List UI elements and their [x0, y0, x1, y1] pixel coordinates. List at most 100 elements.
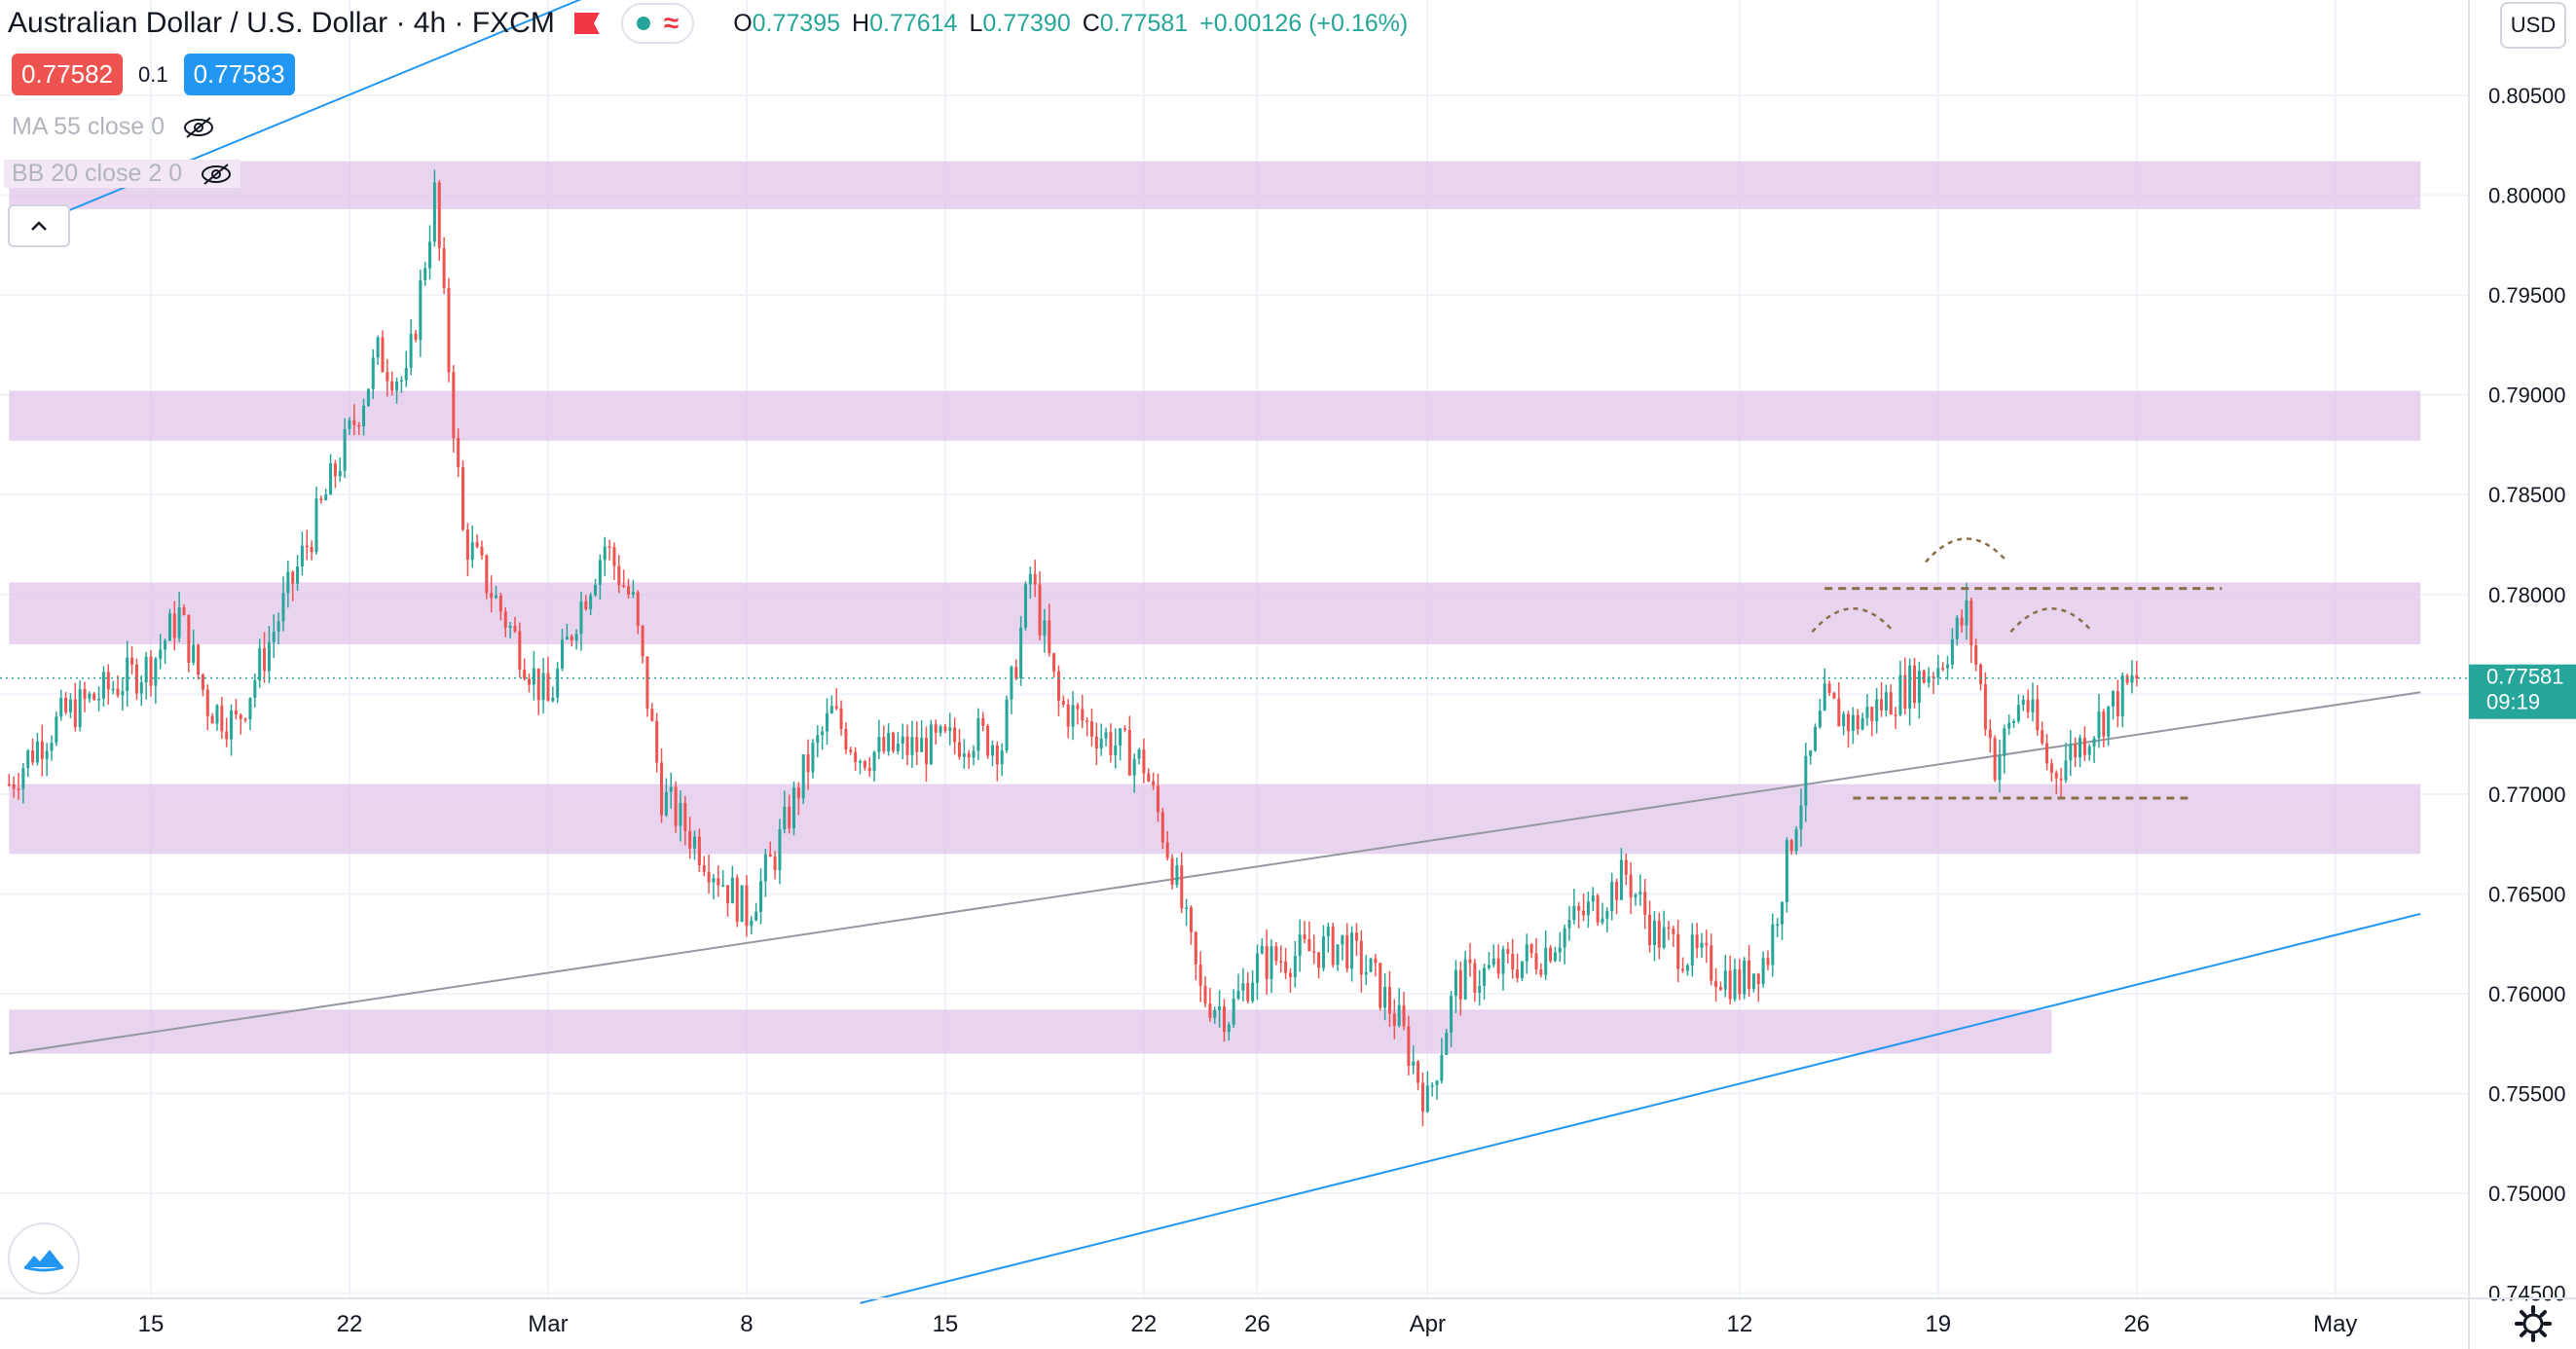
candle	[2107, 706, 2111, 747]
buy-button[interactable]: 0.77583	[183, 54, 295, 95]
candle	[1010, 665, 1013, 714]
currency-button[interactable]: USD	[2500, 2, 2566, 49]
candle	[660, 748, 664, 823]
candle-body	[2045, 743, 2049, 764]
tradingview-logo-icon[interactable]	[8, 1222, 80, 1294]
candle	[1052, 652, 1056, 678]
candle-body	[1619, 859, 1623, 900]
candle-body	[329, 463, 333, 495]
flag-icon[interactable]	[573, 13, 600, 34]
candle-body	[1445, 1032, 1449, 1055]
candle	[197, 643, 201, 680]
candle-body	[1213, 1009, 1217, 1018]
candle-body	[197, 644, 201, 675]
candle	[111, 680, 115, 695]
candle	[300, 531, 304, 576]
candle	[603, 536, 607, 576]
supply-demand-zones	[9, 161, 2421, 1054]
zone-rect	[9, 784, 2421, 855]
time-axis[interactable]: 15 22 Mar 8 15 22 26 Apr 12 19 26 May	[0, 1297, 2576, 1337]
candle	[1667, 921, 1671, 941]
candle	[934, 719, 938, 746]
zone-rect	[9, 390, 2421, 441]
candle-body	[338, 470, 342, 477]
candle-body	[7, 784, 11, 786]
candle-body	[589, 595, 593, 609]
candle	[1298, 919, 1302, 972]
candle-body	[1203, 985, 1207, 1004]
candle-body	[154, 658, 158, 686]
candle	[1076, 702, 1080, 725]
candle	[901, 723, 904, 760]
candle	[239, 712, 242, 735]
candle	[1544, 930, 1548, 980]
candle	[409, 318, 413, 376]
candle	[1511, 938, 1515, 979]
candle	[1000, 743, 1004, 777]
candle	[579, 592, 583, 651]
eye-off-icon[interactable]	[182, 116, 215, 139]
candle-body	[565, 636, 569, 640]
candle	[1147, 768, 1151, 783]
eye-off-icon[interactable]	[200, 163, 233, 186]
candle-body	[645, 656, 649, 710]
candle	[1122, 725, 1126, 733]
indicator-ma[interactable]: MA 55 close 0	[12, 113, 215, 141]
candle	[1374, 954, 1378, 977]
candle-body	[1142, 749, 1146, 774]
candle	[1023, 581, 1027, 632]
candle	[1463, 951, 1467, 1001]
candle	[1246, 971, 1250, 1004]
candle-body	[674, 786, 678, 826]
candle	[442, 237, 446, 295]
last-price-label: 0.77581	[2486, 665, 2564, 689]
candle-body	[631, 592, 635, 595]
candle-body	[1827, 683, 1831, 693]
candle	[1132, 753, 1136, 793]
candle	[1809, 749, 1813, 765]
y-tick-label: 0.75500	[2488, 1082, 2566, 1107]
candle-body	[1089, 721, 1093, 737]
candle	[867, 756, 871, 778]
candle	[465, 523, 469, 577]
indicator-bb[interactable]: BB 20 close 2 0	[4, 160, 241, 188]
candle-body	[1529, 944, 1533, 954]
candle-body	[1771, 924, 1775, 966]
candle-body	[1851, 714, 1855, 732]
candle	[1038, 571, 1042, 640]
candle-body	[1175, 865, 1179, 886]
candle-body	[314, 498, 318, 553]
candle-body	[366, 388, 370, 406]
candle-body	[371, 357, 375, 389]
sell-button[interactable]: 0.77582	[12, 54, 123, 95]
candle-body	[1279, 961, 1283, 963]
candle-body	[267, 641, 271, 672]
candle-body	[164, 640, 167, 650]
candle	[1894, 707, 1897, 730]
candle	[1842, 711, 1846, 736]
candle	[73, 682, 77, 732]
candle-body	[981, 717, 985, 726]
price-axis[interactable]: 0.80500 0.80000 0.79500 0.79000 0.78500 0.780…	[2468, 0, 2566, 1349]
candle	[1672, 926, 1675, 947]
candle-body	[763, 854, 767, 882]
ohlc-close-label: C	[1082, 9, 1100, 37]
market-status-pill[interactable]: ≈	[620, 3, 695, 44]
collapse-legend-button[interactable]	[8, 204, 70, 247]
candle-body	[1345, 934, 1349, 969]
gear-icon[interactable]	[2514, 1304, 2553, 1343]
candle	[1681, 957, 1685, 973]
candle	[286, 560, 290, 608]
candle	[669, 772, 673, 809]
candle-body	[1917, 671, 1921, 704]
candle-body	[778, 829, 782, 871]
symbol-title[interactable]: Australian Dollar / U.S. Dollar · 4h · F…	[8, 7, 555, 39]
candle	[333, 459, 337, 489]
candle	[938, 724, 942, 737]
candle-body	[409, 333, 413, 368]
candle-body	[144, 656, 148, 683]
candle-body	[1870, 707, 1874, 722]
candle	[381, 330, 385, 373]
candle	[1341, 934, 1344, 961]
